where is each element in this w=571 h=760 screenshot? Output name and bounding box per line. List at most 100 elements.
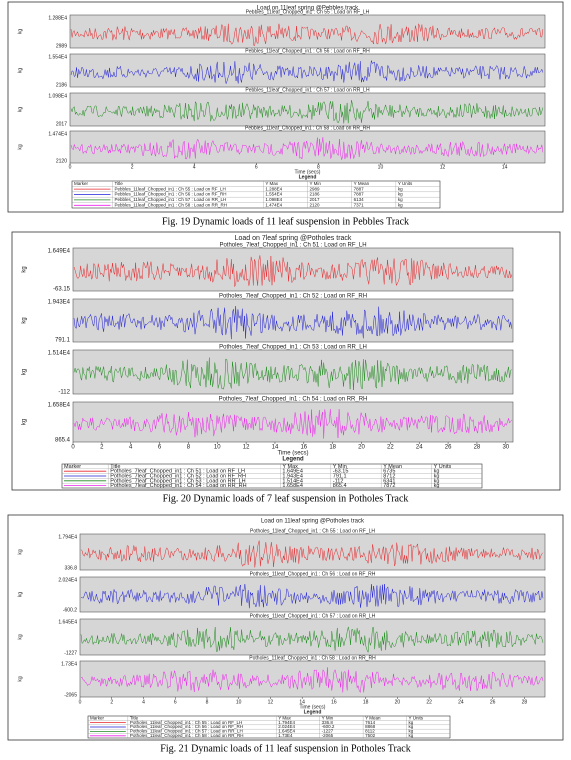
table-cell: Potholes_11leaf_Chopped_in1 : Ch 55 : Lo… [130, 720, 243, 725]
waveform [80, 583, 544, 609]
table-cell: kg [398, 186, 403, 191]
x-tick-label: 18 [329, 445, 336, 451]
y-axis-label: kg [22, 369, 28, 375]
x-tick-label: 24 [416, 445, 423, 451]
plot-panel [79, 618, 546, 656]
x-tick-label: 12 [440, 164, 446, 170]
table-cell: 7887 [354, 192, 365, 197]
table-cell: 2186 [310, 192, 321, 197]
table-cell: Potholes_7leaf_Chopped_in1 : Ch 54 : Loa… [110, 483, 246, 489]
figure-caption: Fig. 19 Dynamic loads of 11 leaf suspens… [162, 216, 409, 227]
y-min-label: -2065 [64, 692, 77, 698]
y-axis-label: kg [17, 592, 23, 598]
x-tick-label: 2 [131, 164, 134, 170]
y-min-label: 865.4 [55, 438, 71, 444]
y-axis-label: kg [17, 634, 23, 640]
x-tick-label: 14 [502, 164, 508, 170]
table-cell: -1227 [322, 729, 334, 734]
table-header: Marker [90, 715, 105, 720]
y-max-label: 1.514E4 [48, 351, 71, 357]
x-tick-label: 12 [268, 699, 274, 705]
x-axis-label: Time (secs) [295, 169, 321, 175]
plot-label: Potholes_7leaf_Chopped_in1 : Ch 52 : Loa… [219, 294, 367, 300]
table-header: Marker [74, 181, 89, 186]
table-cell: 6134 [354, 197, 365, 202]
x-tick-label: 30 [502, 445, 509, 451]
table-header: Y Min [333, 464, 347, 470]
table-cell: Pebbles_11leaf_Chopped_in1 : Ch 58 : Loa… [114, 202, 227, 207]
y-min-label: 2120 [56, 158, 67, 164]
table-cell: 2017 [310, 197, 321, 202]
plot-panel [69, 14, 546, 49]
table-header: Title [130, 715, 139, 720]
x-tick-label: 14 [272, 445, 279, 451]
plot-label: Potholes_7leaf_Chopped_in1 : Ch 51 : Loa… [219, 243, 366, 249]
plot-panel [79, 660, 546, 698]
y-max-label: 1.645E4 [58, 619, 77, 625]
table-header: Y Max [282, 464, 298, 470]
table-cell: 1.794E4 [278, 720, 295, 725]
plot-label: Pebbles_11leaf_Chopped_in1 : Ch 56 : Loa… [245, 48, 370, 54]
plot-panel [69, 130, 546, 164]
table-header: Marker [64, 464, 81, 470]
y-min-label: -600.2 [63, 607, 77, 613]
table-cell: 7371 [354, 202, 365, 207]
plot-label: Pebbles_11leaf_Chopped_in1 : Ch 57 : Loa… [245, 87, 370, 93]
x-tick-label: 0 [79, 699, 82, 705]
plot-label: Potholes_11leaf_Chopped_in1 : Ch 55 : Lo… [250, 528, 375, 534]
table-cell: 1.943E4 [282, 473, 303, 479]
x-tick-label: 20 [358, 445, 365, 451]
x-tick-label: 0 [69, 164, 72, 170]
plot-panel [79, 576, 546, 613]
waveform [70, 23, 544, 46]
table-cell: kg [398, 197, 403, 202]
y-axis-label: kg [22, 317, 28, 323]
x-tick-label: 10 [378, 164, 384, 170]
table-cell: 6341 [383, 478, 395, 484]
x-tick-label: 4 [142, 699, 145, 705]
x-tick-label: 0 [71, 445, 75, 451]
y-min-label: 2989 [56, 43, 67, 49]
y-axis-label: kg [17, 68, 23, 74]
legend-table [71, 180, 441, 209]
table-header: Title [110, 464, 120, 470]
table-cell: kg [434, 473, 440, 479]
x-tick-label: 4 [193, 164, 196, 170]
table-header: Y Mean [354, 181, 370, 186]
waveform [73, 357, 512, 391]
table-cell: 1.649E4 [282, 469, 303, 475]
table-cell: kg [434, 483, 440, 489]
x-tick-label: 22 [387, 445, 394, 451]
table-cell: -2065 [322, 733, 334, 738]
table-cell: 1.514E4 [282, 478, 303, 484]
y-max-label: 1.943E4 [48, 300, 71, 306]
table-header: Y Units [398, 181, 413, 186]
y-min-label: 336.8 [64, 565, 77, 571]
table-cell: kg [409, 733, 414, 738]
figure-caption: Fig. 21 Dynamic loads of 11 leaf suspens… [160, 743, 410, 754]
y-min-label: 2186 [56, 82, 67, 88]
plot-panel [69, 53, 546, 88]
table-cell: 1.645E4 [278, 729, 295, 734]
table-cell: 8712 [383, 473, 395, 479]
x-tick-label: 26 [490, 699, 496, 705]
table-header: Y Units [434, 464, 452, 470]
x-tick-label: 28 [474, 445, 481, 451]
x-tick-label: 20 [395, 699, 401, 705]
y-axis-label: kg [17, 29, 23, 35]
y-min-label: 2017 [56, 121, 67, 127]
waveform [70, 137, 544, 161]
table-cell: 1.73E4 [278, 733, 293, 738]
table-cell: Pebbles_11leaf_Chopped_in1 : Ch 56 : Loa… [114, 192, 226, 197]
x-tick-label: 10 [214, 445, 221, 451]
y-axis-label: kg [17, 676, 23, 682]
table-cell: 8868 [365, 724, 376, 729]
figure-title: Load on 11leaf spring @Pebbles track [257, 6, 359, 12]
waveform [80, 540, 544, 568]
x-tick-label: 16 [331, 699, 337, 705]
table-header: Title [114, 181, 123, 186]
table-cell: 791.1 [333, 473, 347, 479]
table-cell: 1.098E4 [265, 197, 282, 202]
table-cell: Potholes_7leaf_Chopped_in1 : Ch 51 : Loa… [110, 469, 245, 475]
